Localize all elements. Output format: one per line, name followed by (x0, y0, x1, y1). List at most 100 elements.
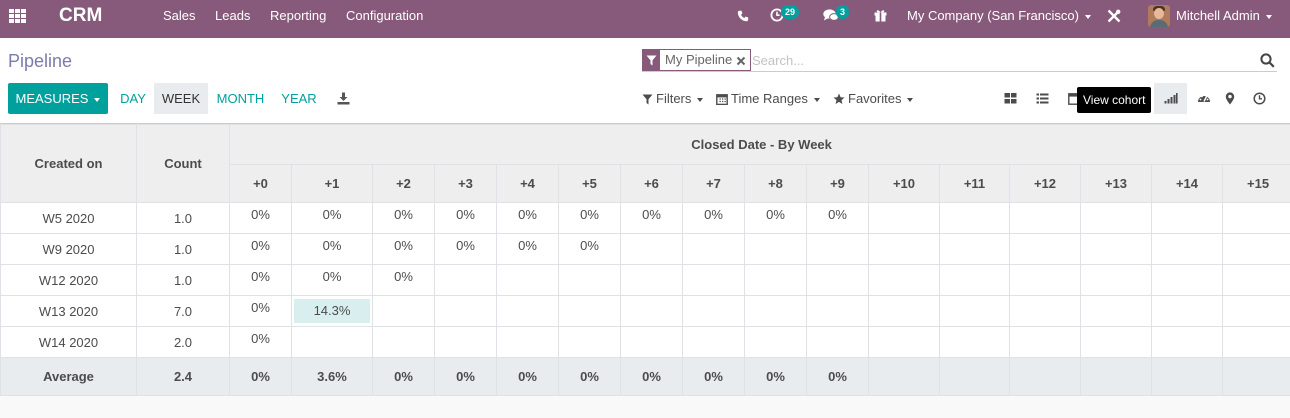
cohort-cell[interactable]: 0% (229, 202, 292, 234)
cohort-cell-value: 0% (580, 238, 599, 253)
cohort-cell-empty (806, 264, 869, 296)
search-icon[interactable] (1260, 53, 1275, 68)
cohort-cell[interactable]: 0% (682, 202, 745, 234)
view-cohort-button[interactable] (1154, 83, 1187, 114)
cohort-cell[interactable]: 0% (291, 264, 373, 296)
cohort-table: Created on Count Closed Date - By Week +… (0, 124, 1290, 396)
gift-icon[interactable] (874, 9, 887, 22)
interval-header: +2 (372, 164, 435, 203)
menu-configuration[interactable]: Configuration (346, 8, 424, 23)
row-count: 7.0 (136, 295, 230, 327)
filter-icon (642, 94, 653, 105)
menu-leads[interactable]: Leads (215, 8, 251, 23)
view-cohort-tooltip: View cohort (1077, 87, 1152, 113)
cohort-cell-empty (372, 295, 435, 327)
download-icon[interactable] (337, 92, 350, 105)
period-month-button[interactable]: MONTH (216, 91, 265, 106)
cohort-cell[interactable]: 0% (372, 202, 435, 234)
close-icon[interactable] (736, 50, 750, 70)
cohort-cell[interactable]: 0% (372, 264, 435, 296)
cohort-row[interactable]: W13 2020 7.0 0% 14.3% (0, 295, 1290, 327)
view-map-button[interactable] (1215, 83, 1248, 114)
star-icon (833, 93, 845, 104)
debug-tools-icon[interactable] (1107, 9, 1121, 23)
cohort-cell[interactable]: 0% (372, 233, 435, 265)
cohort-cell[interactable]: 0% (620, 202, 683, 234)
cohort-cell-empty (558, 326, 621, 358)
header-count: Count (136, 124, 230, 203)
cohort-cell[interactable]: 0% (291, 202, 373, 234)
user-menu[interactable]: Mitchell Admin (1176, 0, 1272, 38)
view-activity-button[interactable] (1243, 83, 1276, 114)
filters-dropdown[interactable]: Filters (642, 83, 704, 114)
cohort-icon (1164, 93, 1178, 104)
average-cell-empty (1080, 357, 1152, 396)
phone-icon[interactable] (737, 10, 749, 22)
top-navbar: CRM Sales Leads Reporting Configuration … (0, 0, 1290, 38)
cohort-cell[interactable]: 0% (496, 202, 559, 234)
company-switcher[interactable]: My Company (San Francisco) (907, 0, 1091, 38)
cohort-cell-empty (744, 295, 807, 327)
cohort-cell-empty (558, 295, 621, 327)
facet-label: My Pipeline (665, 52, 733, 67)
cohort-cell[interactable]: 0% (229, 295, 292, 327)
interval-header: +1 (291, 164, 373, 203)
average-cell: 0% (372, 357, 435, 396)
apps-menu-icon[interactable] (9, 9, 26, 23)
average-cell-empty (868, 357, 940, 396)
cohort-cell-value: 0% (704, 207, 723, 222)
control-panel: Pipeline My Pipeline MEASURES DAY WEEK M… (0, 38, 1290, 124)
average-cell-empty (1009, 357, 1081, 396)
cohort-cell-empty (558, 264, 621, 296)
cohort-cell-empty (868, 326, 940, 358)
period-day-button[interactable]: DAY (120, 91, 146, 106)
menu-reporting[interactable]: Reporting (270, 8, 327, 23)
app-brand[interactable]: CRM (59, 5, 103, 26)
menu-sales[interactable]: Sales (163, 8, 196, 23)
chevron-down-icon (697, 97, 704, 102)
cohort-cell-empty (496, 264, 559, 296)
cohort-cell[interactable]: 0% (291, 233, 373, 265)
time-ranges-dropdown[interactable]: Time Ranges (716, 83, 820, 114)
cohort-cell[interactable]: 0% (229, 233, 292, 265)
user-avatar[interactable] (1148, 5, 1170, 27)
view-list-button[interactable] (1026, 83, 1059, 114)
cohort-row[interactable]: W5 2020 1.0 0% 0% 0% 0% 0% 0% 0% 0% 0% 0% (0, 202, 1290, 234)
cohort-cell-value: 0% (456, 238, 475, 253)
calendar-icon (716, 94, 728, 106)
cohort-cell-value: 14.3% (294, 299, 370, 323)
period-year-button[interactable]: YEAR (281, 91, 317, 106)
period-week-button[interactable]: WEEK (154, 83, 208, 114)
cohort-cell-empty (1009, 202, 1081, 234)
search-input[interactable] (752, 49, 1252, 71)
cohort-cell[interactable]: 0% (496, 233, 559, 265)
cohort-cell[interactable]: 0% (434, 233, 497, 265)
row-label: W14 2020 (0, 326, 137, 358)
cohort-cell[interactable]: 0% (806, 202, 869, 234)
cohort-row[interactable]: W12 2020 1.0 0% 0% 0% (0, 264, 1290, 296)
cohort-cell-value: 0% (642, 207, 661, 222)
cohort-cell[interactable]: 0% (558, 202, 621, 234)
cohort-cell[interactable]: 0% (229, 264, 292, 296)
measures-button[interactable]: MEASURES (8, 83, 108, 114)
cohort-cell-value: 0% (766, 207, 785, 222)
cohort-row[interactable]: W14 2020 2.0 0% (0, 326, 1290, 358)
cohort-cell-empty (291, 326, 373, 358)
cohort-cell-value: 0% (394, 207, 413, 222)
cohort-cell[interactable]: 0% (558, 233, 621, 265)
cohort-row[interactable]: W9 2020 1.0 0% 0% 0% 0% 0% 0% (0, 233, 1290, 265)
cohort-cell[interactable]: 0% (229, 326, 292, 358)
cohort-cell-value: 0% (518, 207, 537, 222)
cohort-cell-empty (939, 295, 1010, 327)
average-cell: 0% (229, 357, 292, 396)
cohort-cell[interactable]: 0% (434, 202, 497, 234)
page-title[interactable]: Pipeline (8, 51, 73, 71)
average-cell: 0% (620, 357, 683, 396)
view-dashboard-button[interactable] (1187, 83, 1220, 114)
favorites-dropdown[interactable]: Favorites (833, 83, 914, 114)
cohort-cell[interactable]: 0% (744, 202, 807, 234)
filter-icon (643, 50, 660, 70)
average-cell: 3.6% (291, 357, 373, 396)
view-kanban-button[interactable] (994, 83, 1027, 114)
cohort-cell[interactable]: 14.3% (291, 295, 373, 327)
